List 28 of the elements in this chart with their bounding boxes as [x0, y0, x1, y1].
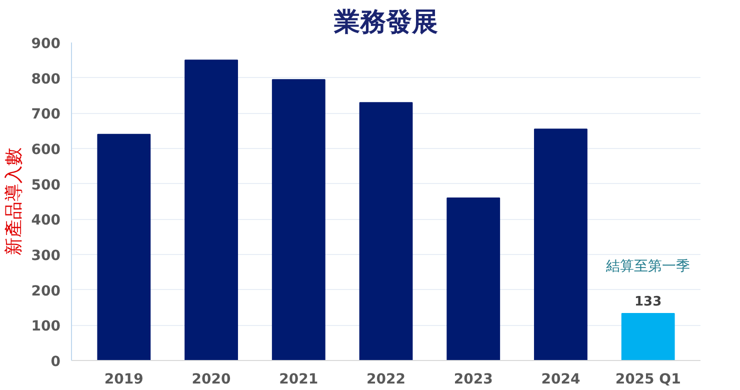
- y-axis-title: 新產品導入數: [3, 148, 24, 256]
- x-tick-label: 2019: [104, 372, 144, 388]
- y-tick-label: 700: [31, 106, 61, 123]
- bar: [621, 313, 675, 360]
- x-tick-label: 2025 Q1: [615, 372, 681, 388]
- data-label: 133: [634, 294, 662, 310]
- y-tick-label: 0: [50, 354, 61, 370]
- annotation: 結算至第一季: [605, 258, 690, 274]
- chart-title: 業務發展: [333, 8, 438, 38]
- y-tick-label: 400: [31, 212, 61, 229]
- y-tick-label: 300: [31, 248, 61, 264]
- y-tick-label: 100: [31, 318, 61, 335]
- bar: [359, 102, 413, 360]
- x-tick-label: 2022: [366, 372, 406, 388]
- y-tick-label: 200: [31, 283, 61, 300]
- x-tick-label: 2021: [279, 372, 318, 388]
- bar: [272, 79, 326, 360]
- bar: [534, 128, 588, 360]
- x-tick-label: 2024: [541, 372, 580, 388]
- bar: [184, 60, 238, 360]
- y-tick-label: 900: [31, 36, 61, 52]
- bar: [97, 134, 151, 360]
- x-tick-label: 2023: [454, 372, 493, 388]
- y-tick-label: 500: [31, 177, 61, 194]
- y-tick-label: 600: [31, 142, 61, 158]
- bar: [446, 197, 500, 360]
- y-tick-label: 800: [31, 71, 61, 88]
- x-tick-label: 2020: [192, 372, 232, 388]
